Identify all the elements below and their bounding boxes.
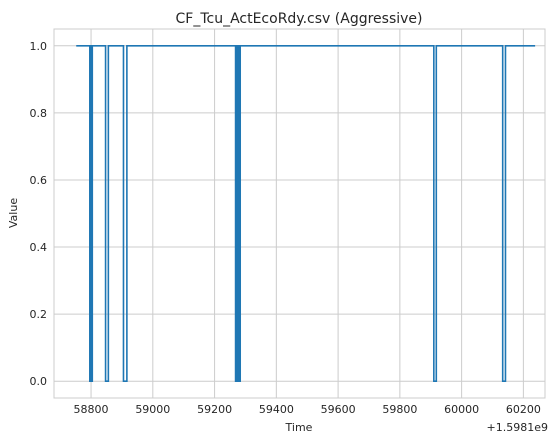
y-axis-label: Value xyxy=(7,198,20,228)
plot-area xyxy=(54,29,545,398)
x-tick-label: 59200 xyxy=(197,403,232,416)
x-tick-label: 59800 xyxy=(382,403,417,416)
series-line xyxy=(76,44,536,383)
x-tick-label: 60000 xyxy=(444,403,479,416)
y-tick-label: 0.2 xyxy=(30,308,48,321)
y-tick-label: 0.8 xyxy=(30,107,48,120)
x-tick-label: 58800 xyxy=(74,403,109,416)
y-tick-label: 0.4 xyxy=(30,241,48,254)
x-tick-labels: 58800 59000 59200 59400 59600 59800 60000 60200 xyxy=(74,403,541,416)
x-tick-label: 59600 xyxy=(321,403,356,416)
y-tick-label: 0.6 xyxy=(30,174,48,187)
x-tick-label: 59400 xyxy=(259,403,294,416)
y-tick-label: 1.0 xyxy=(30,40,48,53)
x-tick-label: 59000 xyxy=(135,403,170,416)
y-tick-label: 0.0 xyxy=(30,375,48,388)
x-tick-label: 60200 xyxy=(506,403,541,416)
chart-title: CF_Tcu_ActEcoRdy.csv (Aggressive) xyxy=(176,11,423,27)
x-offset-label: +1.5981e9 xyxy=(487,421,548,434)
x-axis-label: Time xyxy=(285,421,313,434)
y-tick-labels: 0.0 0.2 0.4 0.6 0.8 1.0 xyxy=(30,40,48,388)
plot-frame xyxy=(53,28,546,399)
